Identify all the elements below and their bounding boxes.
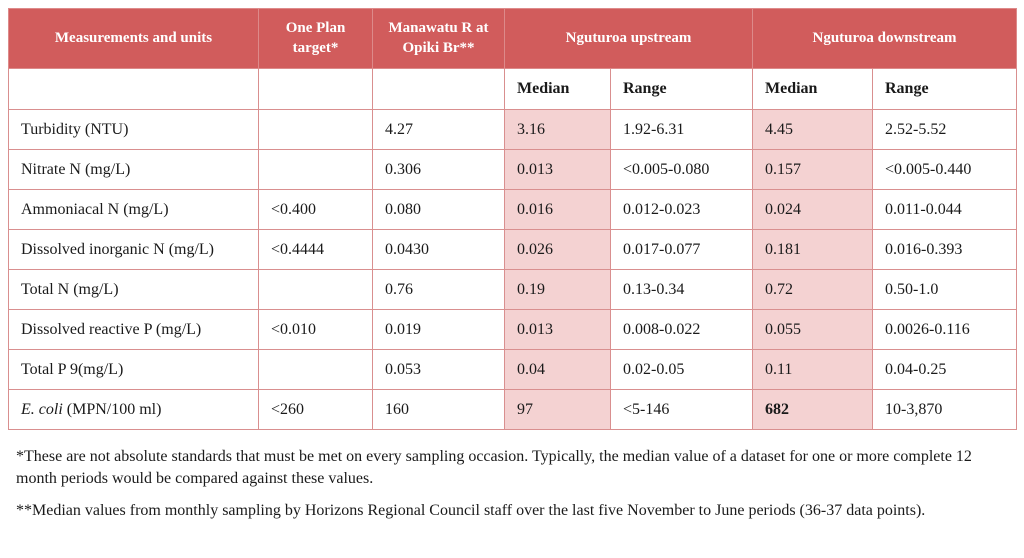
cell-measurement: Total N (mg/L) [8,269,259,310]
cell-upstream-median: 0.013 [504,149,611,190]
cell-manawatu: 0.080 [372,189,505,230]
cell-downstream-median: 0.72 [752,269,873,310]
cell-one-plan: <260 [258,389,373,430]
footnotes: *These are not absolute standards that m… [8,430,1016,522]
cell-downstream-median: 4.45 [752,109,873,150]
footnote-median-sampling: **Median values from monthly sampling by… [16,502,926,520]
cell-one-plan [258,349,373,390]
header-row: Measurements and units One Plan target* … [8,8,1018,69]
cell-manawatu: 160 [372,389,505,430]
cell-manawatu: 0.053 [372,349,505,390]
cell-manawatu: 0.019 [372,309,505,350]
ecoli-units-label: (MPN/100 ml) [62,400,162,418]
subheader-range-downstream: Range [871,68,1018,110]
cell-downstream-range: 0.016-0.393 [871,229,1018,270]
cell-downstream-range: 10-3,870 [871,389,1018,430]
cell-downstream-median: 0.11 [752,349,873,390]
subheader-median-downstream: Median [752,68,873,110]
cell-downstream-median: 0.055 [752,309,873,350]
ecoli-italic-label: E. coli [21,400,63,418]
subheader-empty-manawatu [372,68,505,110]
cell-manawatu: 0.306 [372,149,505,190]
cell-upstream-range: 0.13-0.34 [610,269,753,310]
cell-upstream-range: 1.92-6.31 [610,109,753,150]
cell-downstream-range: 0.04-0.25 [871,349,1018,390]
cell-upstream-range: <5-146 [610,389,753,430]
table-row: Total P 9(mg/L) 0.053 0.04 0.02-0.05 0.1… [8,349,1018,390]
cell-measurement: Dissolved reactive P (mg/L) [8,309,259,350]
table-row: Total N (mg/L) 0.76 0.19 0.13-0.34 0.72 … [8,269,1018,310]
header-nguturoa-downstream: Nguturoa downstream [751,8,1018,69]
header-measurements: Measurements and units [8,8,259,69]
cell-manawatu: 0.0430 [372,229,505,270]
cell-upstream-median: 0.026 [504,229,611,270]
cell-upstream-median: 0.013 [504,309,611,350]
cell-measurement: Turbidity (NTU) [8,109,259,150]
cell-manawatu: 4.27 [372,109,505,150]
subheader-empty-one-plan [258,68,373,110]
table-row: E. coli (MPN/100 ml) <260 160 97 <5-146 … [8,389,1018,430]
cell-one-plan [258,149,373,190]
cell-downstream-median: 682 [752,389,873,430]
subheader-range-upstream: Range [610,68,753,110]
cell-measurement: E. coli (MPN/100 ml) [8,389,259,430]
cell-upstream-range: <0.005-0.080 [610,149,753,190]
cell-downstream-median: 0.157 [752,149,873,190]
header-one-plan-target: One Plan target* [258,8,373,69]
cell-one-plan [258,269,373,310]
cell-downstream-range: 2.52-5.52 [871,109,1018,150]
cell-one-plan [258,109,373,150]
cell-one-plan: <0.010 [258,309,373,350]
cell-upstream-range: 0.017-0.077 [610,229,753,270]
cell-upstream-range: 0.02-0.05 [610,349,753,390]
table-row: Ammoniacal N (mg/L) <0.400 0.080 0.016 0… [8,189,1018,230]
cell-measurement: Total P 9(mg/L) [8,349,259,390]
subheader-empty-measurements [8,68,259,110]
cell-upstream-range: 0.008-0.022 [610,309,753,350]
cell-one-plan: <0.400 [258,189,373,230]
table-row: Nitrate N (mg/L) 0.306 0.013 <0.005-0.08… [8,149,1018,190]
cell-measurement: Ammoniacal N (mg/L) [8,189,259,230]
table-row: Turbidity (NTU) 4.27 3.16 1.92-6.31 4.45… [8,109,1018,150]
cell-upstream-median: 3.16 [504,109,611,150]
report-page: Measurements and units One Plan target* … [8,8,1018,522]
cell-manawatu: 0.76 [372,269,505,310]
cell-downstream-range: 0.50-1.0 [871,269,1018,310]
cell-upstream-median: 0.016 [504,189,611,230]
cell-downstream-median: 0.024 [752,189,873,230]
cell-upstream-median: 0.04 [504,349,611,390]
cell-measurement: Dissolved inorganic N (mg/L) [8,229,259,270]
cell-one-plan: <0.4444 [258,229,373,270]
cell-downstream-range: <0.005-0.440 [871,149,1018,190]
cell-upstream-median: 0.19 [504,269,611,310]
cell-measurement: Nitrate N (mg/L) [8,149,259,190]
table-row: Dissolved inorganic N (mg/L) <0.4444 0.0… [8,229,1018,270]
header-nguturoa-upstream: Nguturoa upstream [504,8,753,69]
cell-downstream-range: 0.0026-0.116 [871,309,1018,350]
footnote-one-plan: *These are not absolute standards that m… [16,448,972,488]
header-manawatu-opiki: Manawatu R at Opiki Br** [372,8,505,69]
cell-upstream-median: 97 [504,389,611,430]
cell-upstream-range: 0.012-0.023 [610,189,753,230]
cell-downstream-median: 0.181 [752,229,873,270]
subheader-median-upstream: Median [504,68,611,110]
cell-downstream-range: 0.011-0.044 [871,189,1018,230]
subheader-row: Median Range Median Range [8,68,1018,110]
table-row: Dissolved reactive P (mg/L) <0.010 0.019… [8,309,1018,350]
water-quality-table: Measurements and units One Plan target* … [8,8,1018,430]
